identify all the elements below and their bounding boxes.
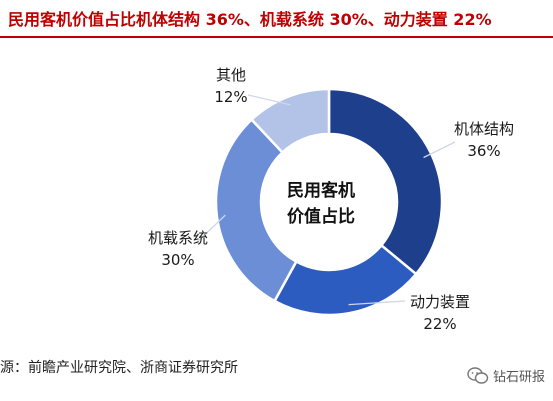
slice-0 <box>327 87 444 276</box>
slice-1 <box>272 243 418 317</box>
slice-value-2: 30% <box>161 251 194 269</box>
title-divider <box>0 36 553 38</box>
slice-value-1: 22% <box>423 315 456 333</box>
slice-label-1: 动力装置 <box>410 293 470 311</box>
slice-value-3: 12% <box>214 88 247 106</box>
leader-line-1 <box>348 300 406 306</box>
slice-3 <box>249 87 331 155</box>
slice-value-0: 36% <box>467 142 500 160</box>
chart-title: 民用客机价值占比机体结构 36%、机载系统 30%、动力装置 22% <box>8 10 492 29</box>
source-note: 源：前瞻产业研究院、浙商证券研究所 <box>0 360 238 376</box>
slice-label-2: 机载系统 <box>148 229 208 247</box>
leader-line-3 <box>247 94 291 106</box>
slice-label-0: 机体结构 <box>454 120 514 138</box>
slice-label-3: 其他 <box>216 66 246 84</box>
wechat-icon <box>467 366 489 384</box>
slice-2 <box>214 117 298 303</box>
center-label-0: 民用客机 <box>287 180 355 201</box>
watermark-text: 钻石研报 <box>492 370 545 385</box>
leader-line-2 <box>195 214 226 244</box>
center-label-1: 价值占比 <box>287 206 355 227</box>
watermark: 钻石研报 <box>467 366 545 385</box>
leader-line-0 <box>423 141 456 159</box>
